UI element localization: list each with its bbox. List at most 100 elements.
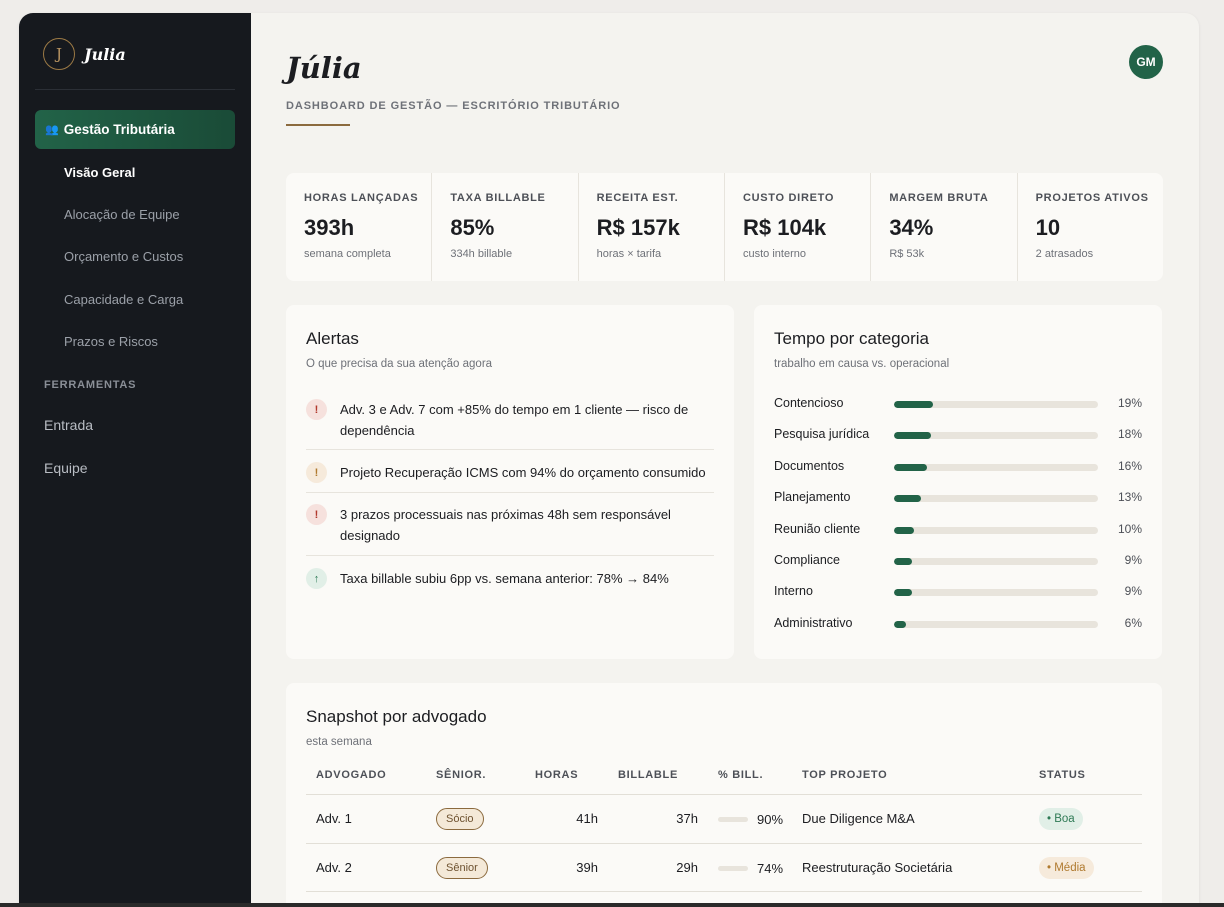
kpi-value: 34% bbox=[889, 215, 934, 240]
billable-value: 37h bbox=[676, 811, 698, 826]
column-header-top-projeto[interactable]: TOP PROJETO bbox=[802, 769, 888, 781]
warning-icon: ! bbox=[306, 399, 327, 420]
column-header-pct-bill[interactable]: % BILL. bbox=[718, 769, 764, 781]
category-percent: 13% bbox=[1117, 490, 1142, 505]
category-bar-track bbox=[894, 558, 1098, 565]
alert-text: Adv. 3 e Adv. 7 com +85% do tempo em 1 c… bbox=[340, 402, 689, 438]
alert-item[interactable]: ! 3 prazos processuais nas próximas 48h … bbox=[306, 504, 714, 546]
kpi-label: CUSTO DIRETO bbox=[742, 192, 835, 204]
brand[interactable]: J Julia bbox=[43, 38, 126, 70]
category-percent: 9% bbox=[1124, 553, 1142, 567]
top-project[interactable]: Due Diligence M&A bbox=[802, 811, 915, 826]
sidebar-item-equipe[interactable]: Equipe bbox=[44, 460, 88, 476]
category-label: Reunião cliente bbox=[774, 521, 861, 536]
sidebar-item-gestao-tributaria[interactable]: 👥 Gestão Tributária bbox=[35, 110, 235, 149]
page-subtitle: DASHBOARD DE GESTÃO — ESCRITÓRIO TRIBUTÁ… bbox=[286, 100, 621, 112]
hours-value: 39h bbox=[576, 860, 598, 875]
pct-bill-value: 74% bbox=[757, 861, 784, 876]
avatar[interactable]: GM bbox=[1129, 45, 1163, 79]
category-row: Administrativo 6% bbox=[774, 614, 1142, 634]
category-bar-track bbox=[894, 589, 1098, 597]
kpi-note: horas × tarifa bbox=[596, 248, 662, 260]
category-label: Interno bbox=[774, 584, 813, 599]
category-bar-track bbox=[894, 463, 1098, 471]
kpi-receita-est: RECEITA EST. R$ 157k horas × tarifa bbox=[579, 173, 725, 281]
category-label: Pesquisa jurídica bbox=[774, 427, 870, 442]
alert-text: Taxa billable subiu 6pp vs. semana anter… bbox=[340, 571, 669, 586]
billable-bar bbox=[718, 866, 748, 871]
app-window: J Julia 👥 Gestão Tributária Visão Geral … bbox=[19, 13, 1199, 907]
category-bar-fill bbox=[894, 401, 933, 408]
sidebar-item-entrada[interactable]: Entrada bbox=[44, 417, 94, 433]
alert-item[interactable]: ! Projeto Recuperação ICMS com 94% do or… bbox=[306, 462, 714, 483]
kpi-value: 10 bbox=[1035, 215, 1061, 240]
kpi-taxa-billable: TAXA BILLABLE 85% 334h billable bbox=[432, 173, 579, 281]
category-row: Compliance 9% bbox=[774, 551, 1142, 571]
subnav-visao-geral[interactable]: Visão Geral bbox=[64, 165, 136, 180]
category-row: Reunião cliente 10% bbox=[774, 520, 1142, 540]
sidebar-section-ferramentas: FERRAMENTAS bbox=[44, 379, 137, 391]
kpi-label: RECEITA EST. bbox=[596, 192, 679, 204]
alert-item[interactable]: ↑ Taxa billable subiu 6pp vs. semana ant… bbox=[306, 568, 714, 589]
kpi-value: 85% bbox=[450, 215, 495, 240]
table-header-divider bbox=[306, 794, 1142, 795]
category-label: Planejamento bbox=[774, 490, 851, 505]
category-label: Compliance bbox=[774, 553, 841, 567]
kpi-horas-lancadas: HORAS LANÇADAS 393h semana completa bbox=[286, 173, 433, 281]
kpi-label: MARGEM BRUTA bbox=[889, 192, 989, 204]
column-header-senioridade[interactable]: SÊNIOR. bbox=[436, 769, 487, 781]
column-header-horas[interactable]: HORAS bbox=[535, 769, 579, 781]
table-row-divider bbox=[306, 843, 1142, 844]
category-bar-fill bbox=[894, 526, 915, 534]
status-badge: • Média bbox=[1039, 857, 1094, 879]
subnav-capacidade-carga[interactable]: Capacidade e Carga bbox=[64, 292, 184, 307]
kpi-custo-direto: CUSTO DIRETO R$ 104k custo interno bbox=[725, 173, 872, 281]
category-row: Pesquisa jurídica 18% bbox=[774, 425, 1142, 445]
category-bar-track bbox=[894, 432, 1098, 440]
category-percent: 6% bbox=[1124, 615, 1142, 630]
sidebar-divider bbox=[35, 89, 235, 90]
alerts-subtitle: O que precisa da sua atenção agora bbox=[306, 358, 493, 370]
snapshot-card: Snapshot por advogado esta semana ADVOGA… bbox=[286, 683, 1162, 907]
alerts-title: Alertas bbox=[306, 329, 359, 348]
alert-divider bbox=[306, 449, 714, 450]
status-badge: • Boa bbox=[1039, 808, 1083, 830]
alert-text: Projeto Recuperação ICMS com 94% do orça… bbox=[340, 465, 706, 480]
top-project[interactable]: Reestruturação Societária bbox=[802, 860, 953, 875]
category-bar-fill bbox=[894, 589, 913, 597]
subnav-orcamento-custos[interactable]: Orçamento e Custos bbox=[64, 249, 184, 264]
kpi-note: 334h billable bbox=[450, 248, 513, 260]
subnav-alocacao-equipe[interactable]: Alocação de Equipe bbox=[64, 207, 180, 222]
hours-value: 41h bbox=[576, 811, 598, 826]
category-bar-track bbox=[894, 620, 1098, 628]
billable-value: 29h bbox=[676, 860, 698, 875]
table-row-divider bbox=[306, 891, 1142, 892]
category-percent: 10% bbox=[1117, 521, 1142, 536]
bottom-edge bbox=[0, 903, 1224, 907]
alert-text: 3 prazos processuais nas próximas 48h se… bbox=[340, 507, 671, 543]
brand-logo: J bbox=[43, 38, 75, 70]
kpi-label: TAXA BILLABLE bbox=[450, 192, 546, 204]
pct-bill-value: 90% bbox=[757, 812, 784, 827]
category-row: Interno 9% bbox=[774, 582, 1142, 602]
category-percent: 18% bbox=[1117, 427, 1142, 442]
category-row: Documentos 16% bbox=[774, 457, 1142, 477]
category-bar-track bbox=[894, 495, 1098, 503]
title-underline bbox=[286, 124, 350, 126]
kpi-row: HORAS LANÇADAS 393h semana completa TAXA… bbox=[286, 173, 1163, 281]
kpi-label: HORAS LANÇADAS bbox=[304, 192, 419, 204]
category-bar-fill bbox=[894, 620, 907, 628]
category-bar-fill bbox=[894, 558, 913, 565]
kpi-note: custo interno bbox=[742, 248, 806, 260]
kpi-note: R$ 53k bbox=[889, 248, 925, 260]
kpi-note: semana completa bbox=[304, 248, 391, 260]
arrow-up-icon: ↑ bbox=[306, 568, 327, 589]
kpi-margem-bruta: MARGEM BRUTA 34% R$ 53k bbox=[871, 173, 1018, 281]
alert-divider bbox=[306, 555, 714, 556]
main-content: Júlia DASHBOARD DE GESTÃO — ESCRITÓRIO T… bbox=[251, 13, 1199, 907]
column-header-advogado[interactable]: ADVOGADO bbox=[316, 769, 387, 781]
alert-item[interactable]: ! Adv. 3 e Adv. 7 com +85% do tempo em 1… bbox=[306, 399, 714, 441]
column-header-status[interactable]: STATUS bbox=[1039, 769, 1086, 781]
subnav-prazos-riscos[interactable]: Prazos e Riscos bbox=[64, 334, 158, 349]
column-header-billable[interactable]: BILLABLE bbox=[618, 769, 678, 781]
